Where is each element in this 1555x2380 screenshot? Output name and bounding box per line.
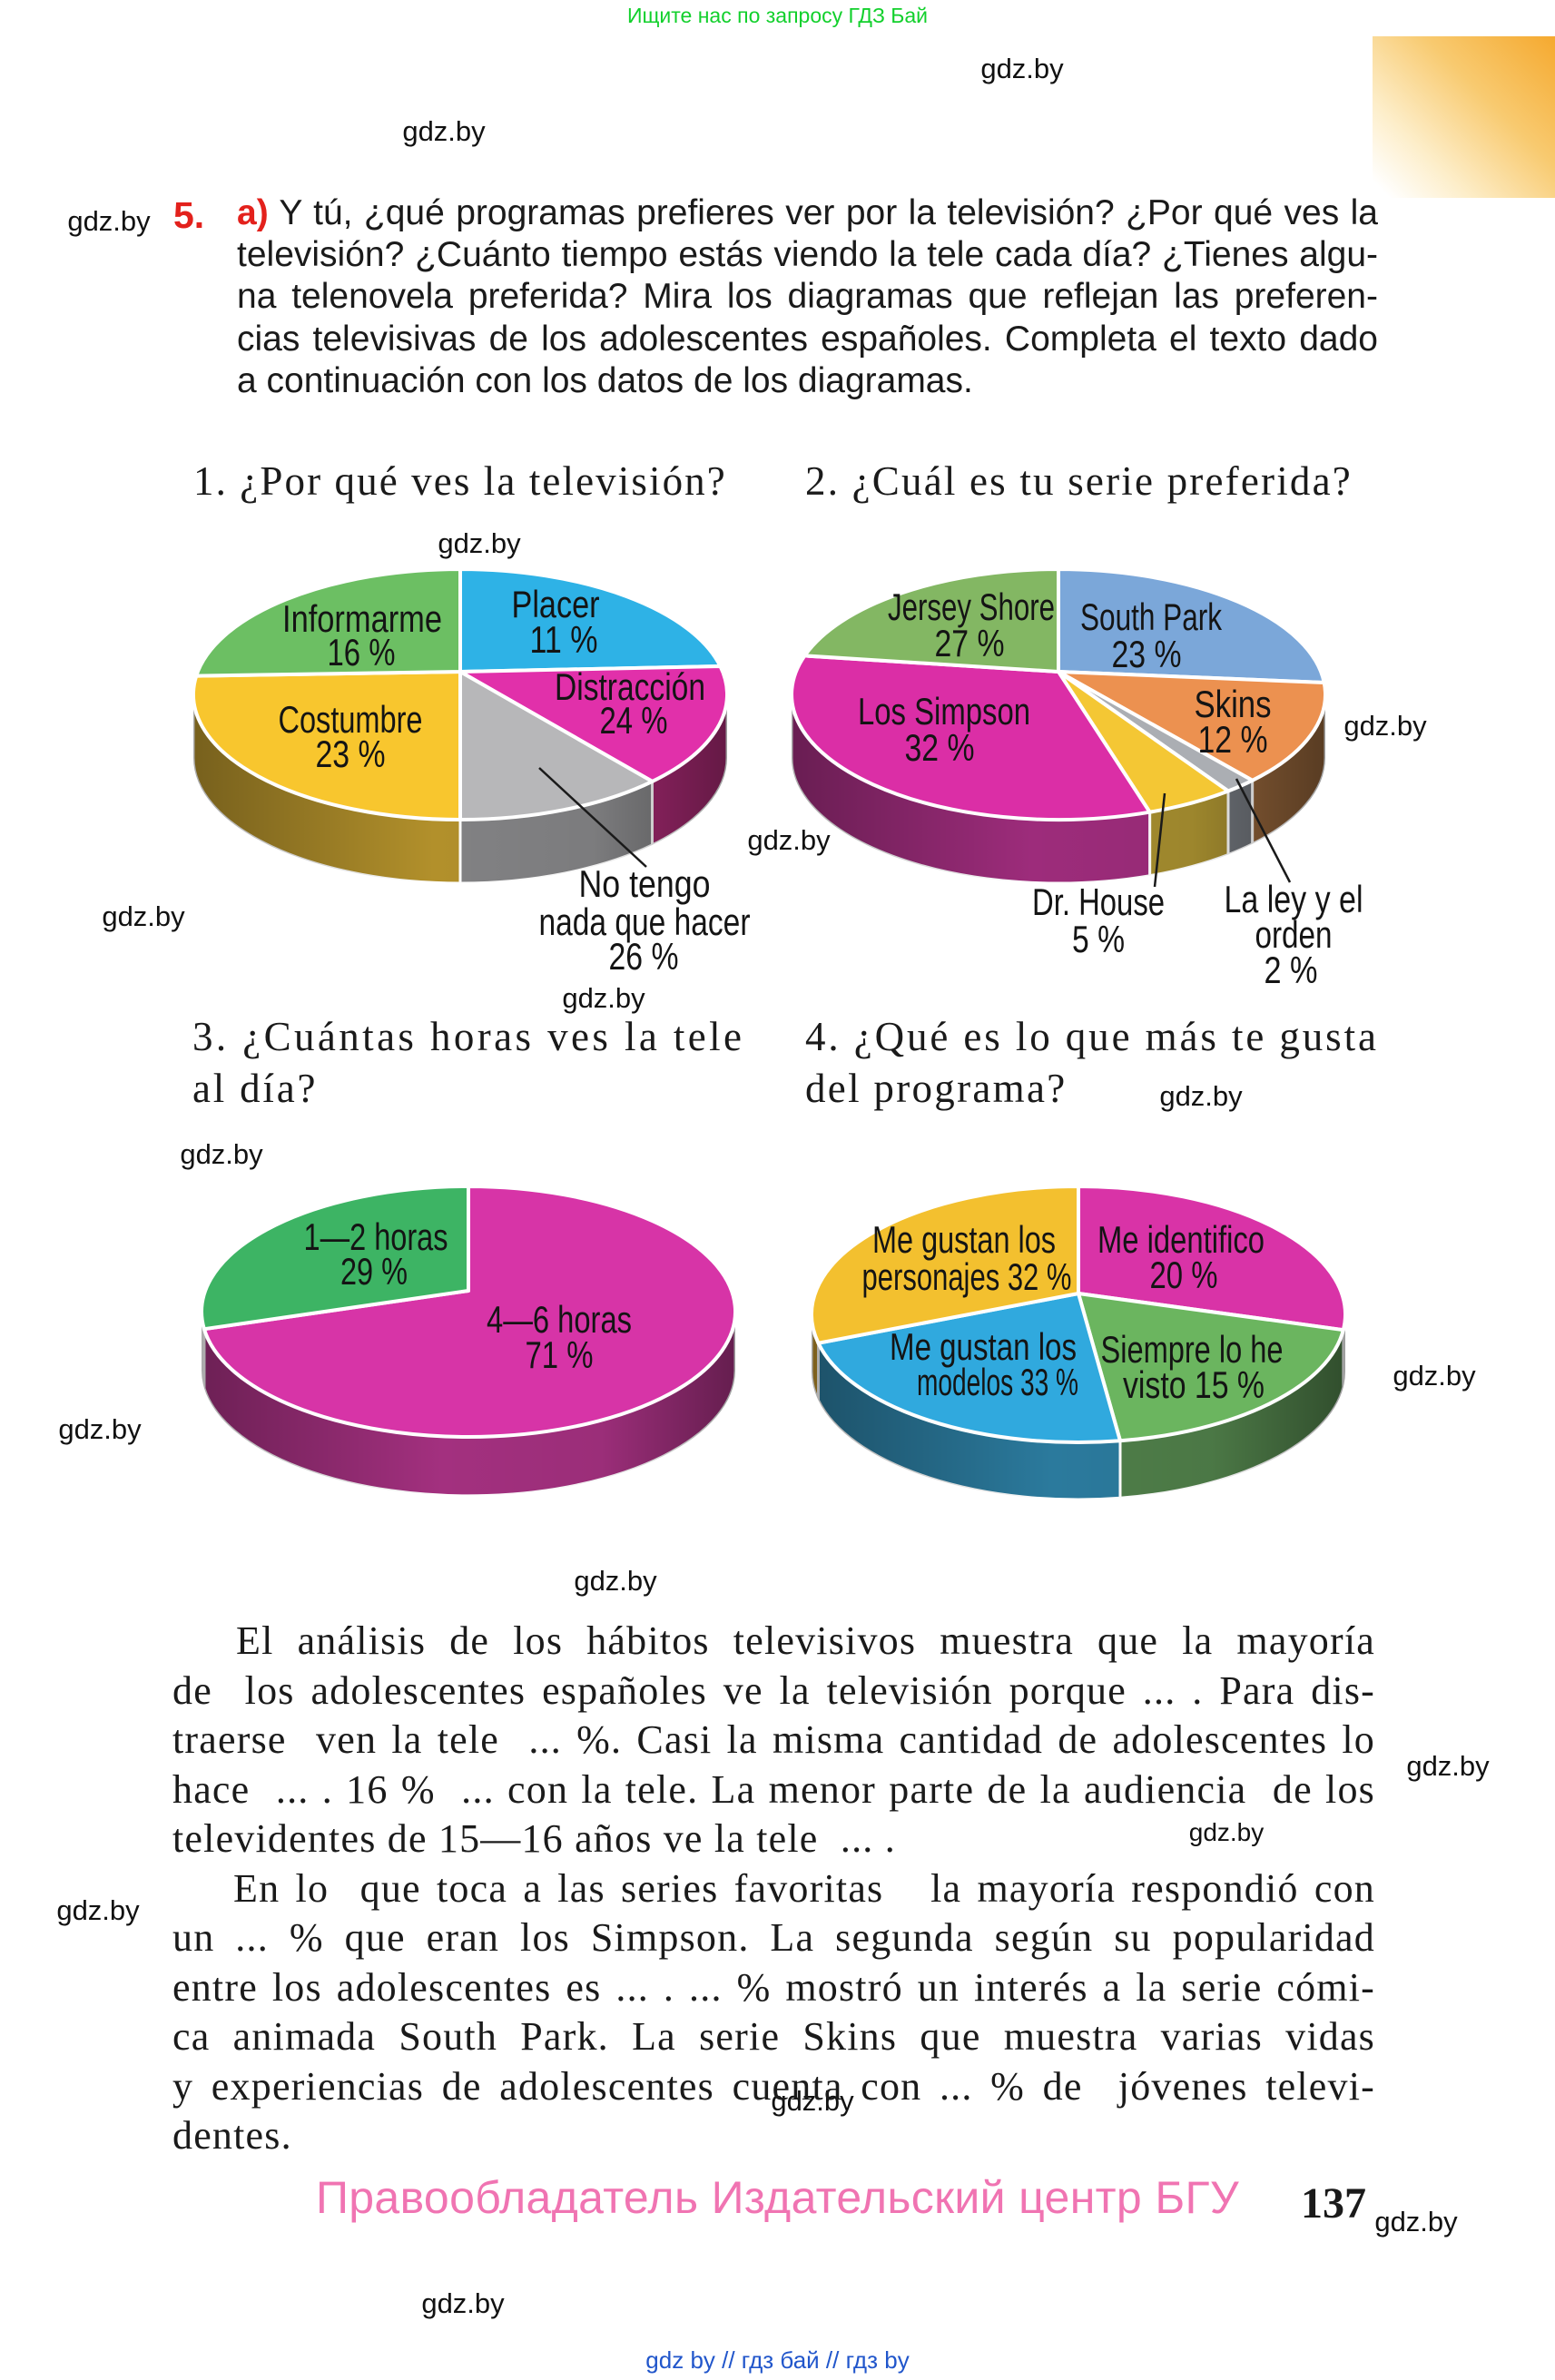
svg-text:12 %: 12 % xyxy=(1198,718,1268,761)
svg-text:Siempre lo he: Siempre lo he xyxy=(1101,1328,1284,1371)
svg-text:4—6 horas: 4—6 horas xyxy=(487,1298,632,1341)
svg-text:26 %: 26 % xyxy=(609,935,679,978)
svg-text:27 %: 27 % xyxy=(935,622,1005,664)
svg-text:Dr. House: Dr. House xyxy=(1032,880,1165,923)
svg-text:2 %: 2 % xyxy=(1265,949,1318,991)
svg-text:29 %: 29 % xyxy=(340,1250,408,1293)
svg-text:Los Simpson: Los Simpson xyxy=(858,690,1030,733)
svg-text:11 %: 11 % xyxy=(530,618,598,661)
svg-text:Placer: Placer xyxy=(512,583,600,625)
svg-text:visto 15 %: visto 15 % xyxy=(1123,1363,1265,1406)
svg-text:Distracción: Distracción xyxy=(555,665,705,708)
svg-text:Me gustan los: Me gustan los xyxy=(890,1325,1077,1368)
svg-text:23 %: 23 % xyxy=(316,733,386,775)
svg-text:Jersey Shore: Jersey Shore xyxy=(888,585,1055,628)
svg-text:No tengo: No tengo xyxy=(579,862,711,905)
svg-text:32 %: 32 % xyxy=(905,726,975,769)
svg-text:Costumbre: Costumbre xyxy=(279,698,423,741)
svg-text:16 %: 16 % xyxy=(328,631,396,674)
svg-text:La ley y el: La ley y el xyxy=(1225,878,1363,920)
svg-text:23 %: 23 % xyxy=(1112,633,1182,675)
svg-text:Me identifico: Me identifico xyxy=(1097,1218,1265,1261)
svg-text:Informarme: Informarme xyxy=(282,597,442,640)
svg-text:1—2 horas: 1—2 horas xyxy=(304,1215,448,1258)
svg-text:personajes 32 %: personajes 32 % xyxy=(862,1255,1072,1298)
svg-text:modelos 33 %: modelos 33 % xyxy=(917,1361,1078,1403)
svg-text:5 %: 5 % xyxy=(1072,918,1125,960)
svg-text:Me gustan los: Me gustan los xyxy=(872,1218,1056,1261)
svg-text:20 %: 20 % xyxy=(1150,1254,1218,1296)
svg-text:South Park: South Park xyxy=(1080,595,1223,638)
svg-text:Skins: Skins xyxy=(1195,683,1272,725)
svg-text:71 %: 71 % xyxy=(526,1333,594,1376)
svg-text:orden: orden xyxy=(1255,913,1333,956)
svg-text:24 %: 24 % xyxy=(600,699,668,742)
svg-text:nada que hacer: nada que hacer xyxy=(539,900,751,943)
